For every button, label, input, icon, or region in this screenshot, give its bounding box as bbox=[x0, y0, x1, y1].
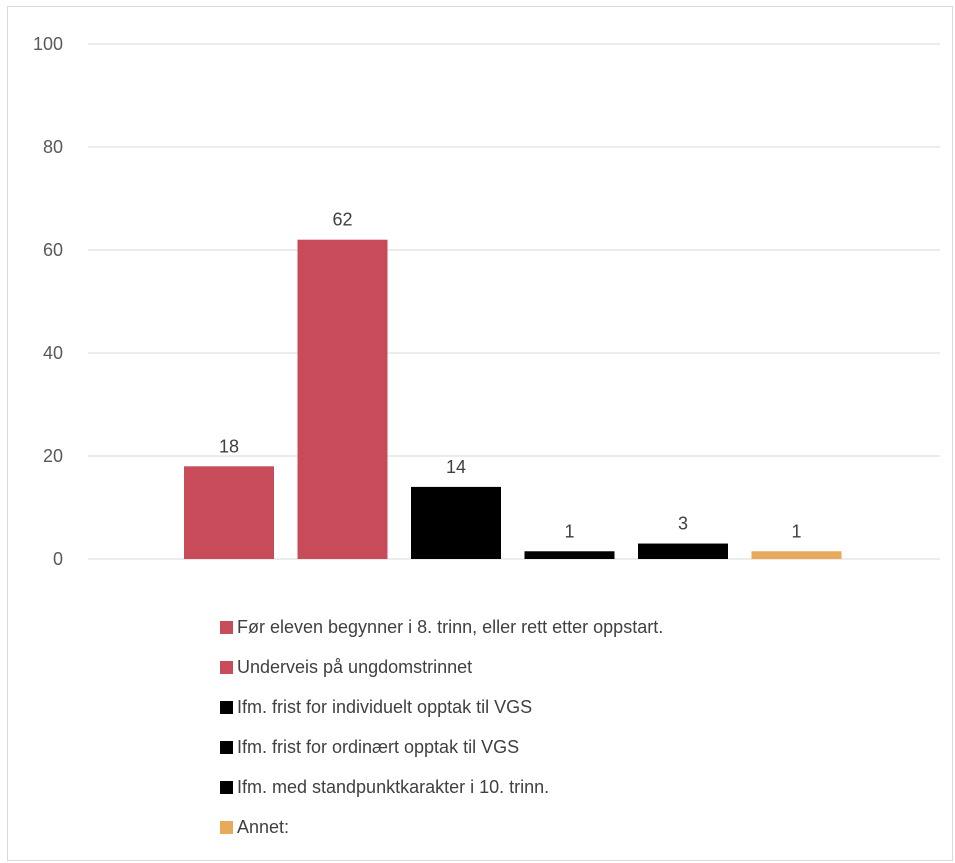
data-label: 1 bbox=[564, 521, 574, 541]
legend-item: Ifm. frist for individuelt opptak til VG… bbox=[220, 695, 532, 719]
legend-swatch bbox=[220, 740, 233, 754]
chart-frame: 0 20 40 60 80 100 18 62 14 1 3 1 Før eleven begynn… bbox=[7, 6, 953, 861]
y-tick-label: 0 bbox=[53, 549, 63, 569]
legend-item: Ifm. med standpunktkarakter i 10. trinn. bbox=[220, 775, 549, 799]
bar bbox=[524, 551, 615, 559]
data-label: 1 bbox=[791, 521, 801, 541]
legend-label: Ifm. frist for ordinært opptak til VGS bbox=[237, 736, 520, 757]
legend-label: Underveis på ungdomstrinnet bbox=[237, 656, 473, 677]
bar bbox=[411, 486, 501, 559]
y-tick-label: 100 bbox=[33, 34, 63, 54]
legend-label: Før eleven begynner i 8. trinn, eller re… bbox=[237, 616, 664, 637]
legend-label: Annet: bbox=[237, 816, 290, 837]
legend-swatch bbox=[220, 660, 233, 674]
legend-item: Ifm. frist for ordinært opptak til VGS bbox=[220, 735, 519, 759]
legend-item: Før eleven begynner i 8. trinn, eller re… bbox=[220, 615, 663, 639]
bar bbox=[751, 551, 842, 559]
legend-item: Annet: bbox=[220, 815, 289, 839]
legend-label: Ifm. frist for individuelt opptak til VG… bbox=[237, 696, 533, 717]
bar-chart: 0 20 40 60 80 100 18 62 14 1 3 1 bbox=[33, 34, 940, 569]
data-labels: 18 62 14 1 3 1 bbox=[219, 210, 802, 542]
y-tick-label: 60 bbox=[43, 240, 63, 260]
data-label: 18 bbox=[219, 436, 239, 456]
y-tick-label: 80 bbox=[43, 137, 63, 157]
y-tick-label: 20 bbox=[43, 446, 63, 466]
bar bbox=[184, 466, 274, 559]
data-label: 62 bbox=[332, 210, 352, 230]
legend-swatch bbox=[220, 780, 233, 794]
bars bbox=[184, 239, 842, 559]
y-tick-label: 40 bbox=[43, 343, 63, 363]
legend-swatch bbox=[220, 820, 233, 834]
bar bbox=[297, 239, 388, 559]
legend-item: Underveis på ungdomstrinnet bbox=[220, 655, 472, 679]
legend-swatch bbox=[220, 620, 233, 634]
data-label: 3 bbox=[678, 514, 688, 534]
legend-label: Ifm. med standpunktkarakter i 10. trinn. bbox=[237, 776, 550, 797]
data-label: 14 bbox=[446, 457, 466, 477]
bar bbox=[638, 543, 728, 559]
y-axis-ticks: 0 20 40 60 80 100 bbox=[33, 34, 63, 569]
legend-swatch bbox=[220, 700, 233, 714]
